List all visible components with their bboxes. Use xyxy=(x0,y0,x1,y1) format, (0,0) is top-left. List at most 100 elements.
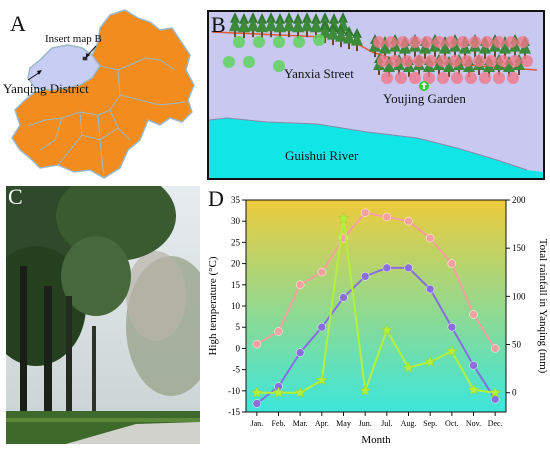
panel-d-letter: D xyxy=(208,186,224,211)
y-tick-label-left: 10 xyxy=(231,301,241,311)
x-tick-label: Jul. xyxy=(381,419,392,428)
red-crown-marker xyxy=(469,36,481,48)
data-point-low xyxy=(469,361,478,370)
y-tick-label-left: 0 xyxy=(236,343,241,353)
red-crown-marker xyxy=(413,55,425,67)
data-point-high xyxy=(490,344,500,353)
data-point-low xyxy=(295,348,305,357)
y-tick-label-left: -15 xyxy=(228,407,240,417)
trees-layer xyxy=(223,12,533,84)
red-crown-marker xyxy=(437,55,449,67)
data-point-high xyxy=(252,339,262,349)
red-crown-marker xyxy=(409,36,421,48)
data-point-low xyxy=(360,272,370,281)
data-point-low xyxy=(447,322,457,332)
data-point-low xyxy=(425,284,435,294)
y-tick-label-left: 15 xyxy=(231,280,241,290)
red-crown-marker xyxy=(385,36,397,48)
tree-icon xyxy=(247,12,259,38)
green-crown-marker xyxy=(293,36,305,48)
y-tick-label-right: 50 xyxy=(512,340,522,350)
red-crown-marker xyxy=(509,55,521,67)
tree-icon xyxy=(292,13,304,39)
data-point-rainfall xyxy=(424,355,437,367)
data-point-low xyxy=(339,293,348,302)
tree-icon xyxy=(351,28,363,52)
tree-icon xyxy=(256,13,268,39)
red-crown-marker xyxy=(485,55,497,67)
data-point-high xyxy=(469,310,478,319)
panel-a-map: A Insert map B Yanqing District xyxy=(0,0,200,185)
data-point-rainfall xyxy=(359,384,372,396)
x-tick-label: Mar. xyxy=(293,419,308,428)
panel-b-scene: B Yanxia Street Youjing Garden Guishui R… xyxy=(207,10,545,180)
red-crown-marker xyxy=(465,72,477,84)
red-crown-marker xyxy=(457,36,469,48)
red-crown-marker xyxy=(423,72,435,84)
x-tick-label: Jan. xyxy=(250,419,263,428)
y-axis-label-right: Total rainfall in Yanqing (mm) xyxy=(537,239,549,374)
youjing-garden-label: Youjing Garden xyxy=(383,91,466,106)
x-tick-label: Apr. xyxy=(315,419,329,428)
red-crown-marker xyxy=(377,55,389,67)
green-crown-marker xyxy=(243,56,255,68)
red-crown-marker xyxy=(373,36,385,48)
x-tick-label: Oct. xyxy=(445,419,459,428)
panel-b-letter: B xyxy=(211,12,226,37)
data-point-high xyxy=(295,280,305,290)
red-crown-marker xyxy=(493,36,505,48)
tree-icon xyxy=(301,12,313,38)
x-axis-label: Month xyxy=(361,434,391,446)
red-crown-marker xyxy=(507,72,519,84)
x-tick-label: Sep. xyxy=(423,419,437,428)
climate-chart: -15 -10 -5 0 5 10 15 20 25 30 35 0 50 100 150 200 Jan. Fe… xyxy=(207,195,549,446)
red-crown-marker xyxy=(493,72,505,84)
red-crown-marker xyxy=(401,55,413,67)
yanqing-district-label: Yanqing District xyxy=(3,81,89,96)
data-point-rainfall xyxy=(337,212,350,224)
x-tick-label: Dec. xyxy=(488,419,503,428)
red-crown-marker xyxy=(505,36,517,48)
insert-map-b-marker xyxy=(82,56,88,61)
guishui-river-label: Guishui River xyxy=(285,148,359,163)
y-tick-label-left: 30 xyxy=(231,216,241,226)
data-point-high xyxy=(404,216,413,226)
data-point-high xyxy=(274,327,283,336)
y-tick-label-right: 200 xyxy=(512,195,526,205)
red-crown-marker xyxy=(479,72,491,84)
red-crown-marker xyxy=(437,72,449,84)
tree-icon xyxy=(335,24,347,48)
x-tick-label: May xyxy=(336,419,351,428)
data-point-rainfall xyxy=(250,386,263,398)
green-crown-marker xyxy=(233,36,245,48)
y-tick-label-right: 0 xyxy=(512,388,517,398)
red-crown-marker xyxy=(449,55,461,67)
data-point-rainfall xyxy=(294,386,307,398)
y-tick-label-left: 25 xyxy=(231,237,241,247)
red-crown-marker xyxy=(473,55,485,67)
red-crown-marker xyxy=(497,55,509,67)
y-tick-label-left: -5 xyxy=(233,365,241,375)
series-line-high xyxy=(256,211,497,349)
garden-marker-icon xyxy=(419,81,429,91)
red-crown-marker xyxy=(425,55,437,67)
panel-c-letter: C xyxy=(8,186,23,209)
green-crown-marker xyxy=(273,60,285,72)
data-point-low xyxy=(317,322,327,332)
green-crown-marker xyxy=(223,56,235,68)
river-area xyxy=(209,118,543,178)
red-crown-marker xyxy=(381,72,393,84)
data-point-high xyxy=(317,267,327,277)
beijing-map xyxy=(11,9,195,179)
street-scene xyxy=(207,10,545,180)
district-borders xyxy=(27,57,187,179)
tree-icon xyxy=(229,12,241,38)
tree-icon xyxy=(327,22,339,46)
red-crown-marker xyxy=(521,55,533,67)
tree-icon xyxy=(343,26,355,50)
tree-icon xyxy=(283,12,295,38)
data-point-rainfall xyxy=(315,374,328,386)
y-tick-label-right: 100 xyxy=(512,291,526,301)
green-crown-marker xyxy=(313,34,325,46)
data-point-high xyxy=(425,233,435,243)
